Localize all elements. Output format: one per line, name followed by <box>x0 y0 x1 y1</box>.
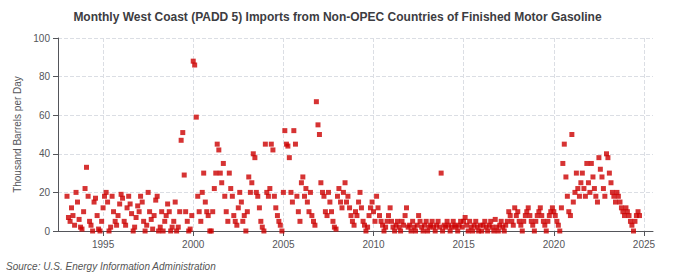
svg-text:2015: 2015 <box>453 239 476 250</box>
svg-text:80: 80 <box>39 71 51 82</box>
svg-text:1995: 1995 <box>92 239 115 250</box>
svg-text:2005: 2005 <box>272 239 295 250</box>
svg-text:Monthly West Coast (PADD 5) Im: Monthly West Coast (PADD 5) Imports from… <box>73 10 602 24</box>
svg-text:Thousand Barrels per Day: Thousand Barrels per Day <box>12 76 23 193</box>
svg-text:0: 0 <box>44 226 50 237</box>
svg-text:40: 40 <box>39 148 51 159</box>
svg-text:20: 20 <box>39 187 51 198</box>
svg-text:2020: 2020 <box>543 239 566 250</box>
svg-text:100: 100 <box>33 33 50 44</box>
svg-text:Source: U.S. Energy Informatio: Source: U.S. Energy Information Administ… <box>6 261 216 272</box>
svg-text:2025: 2025 <box>633 239 656 250</box>
svg-text:2010: 2010 <box>362 239 385 250</box>
svg-text:2000: 2000 <box>182 239 205 250</box>
svg-text:60: 60 <box>39 110 51 121</box>
